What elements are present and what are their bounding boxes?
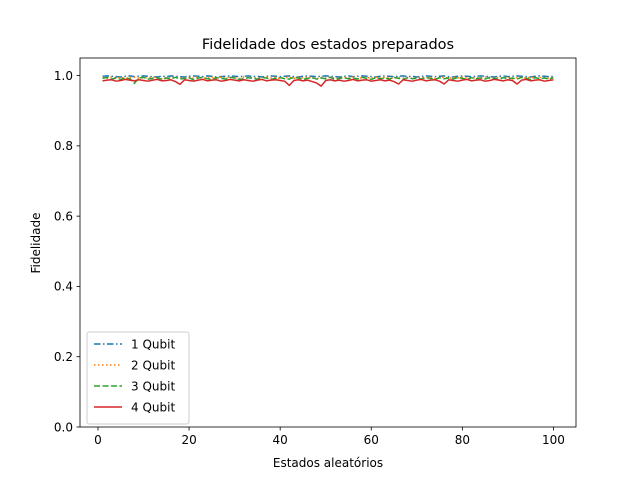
y-tick-label: 0.2 (54, 350, 73, 364)
series-line-4 (102, 78, 554, 87)
legend-box (86, 331, 190, 425)
x-tick-label: 20 (181, 433, 196, 447)
y-tick-label: 0.4 (54, 280, 73, 294)
chart-title: Fidelidade dos estados preparados (202, 37, 454, 53)
series-line-1 (102, 75, 554, 78)
y-tick-label: 0.6 (54, 209, 73, 223)
legend-label: 1 Qubit (131, 337, 175, 351)
x-tick-label: 100 (542, 433, 565, 447)
legend-label: 4 Qubit (131, 400, 175, 414)
x-tick-label: 80 (455, 433, 470, 447)
axes: 0 20 40 60 80 100 0.0 0.2 0.4 0.6 0.8 1.0 (54, 57, 577, 447)
y-tick-label: 0.8 (54, 139, 73, 153)
y-axis-title: Fidelidade (29, 212, 43, 273)
x-tick-label: 0 (94, 433, 102, 447)
x-tick-label: 40 (273, 433, 288, 447)
y-tick-label: 1.0 (54, 69, 73, 83)
x-tick-label: 60 (364, 433, 379, 447)
plot-lines (102, 75, 554, 87)
legend-label: 3 Qubit (131, 379, 175, 393)
legend-label: 2 Qubit (131, 358, 175, 372)
x-axis-title: Estados aleatórios (273, 456, 383, 470)
axes-frame (79, 57, 577, 428)
legend: 1 Qubit 2 Qubit 3 Qubit 4 Qubit (86, 331, 190, 425)
series-line-3 (102, 76, 554, 85)
y-tick-label: 0.0 (54, 420, 73, 434)
